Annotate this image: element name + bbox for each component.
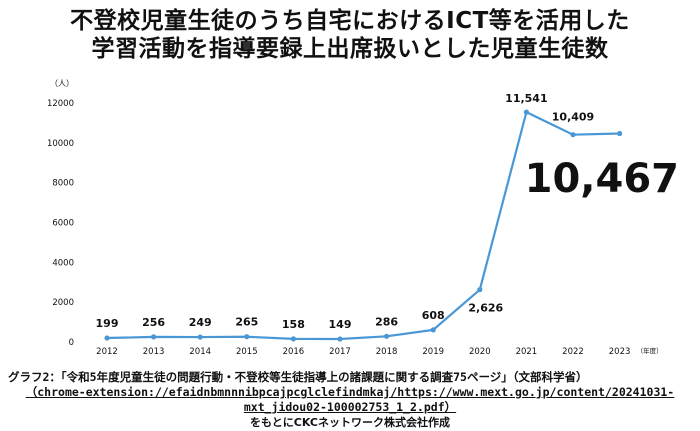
source-credit: をもとにCKCネットワーク株式会社作成 (250, 416, 450, 429)
data-label: 158 (282, 318, 305, 331)
x-tick-label: 2017 (329, 347, 351, 357)
data-point (523, 109, 530, 115)
data-point (570, 132, 576, 138)
source-url-line2[interactable]: mxt_jidou02-100002753_1_2.pdf） (243, 400, 457, 414)
x-axis-unit-label: （年度） (637, 346, 663, 355)
data-point (617, 130, 623, 137)
data-point (104, 335, 110, 341)
y-tick-label: 8000 (52, 179, 74, 189)
y-tick-label: 0 (69, 338, 74, 348)
data-label: 10,409 (552, 111, 594, 124)
x-tick-label: 2013 (143, 347, 165, 357)
data-point (151, 334, 157, 340)
x-tick-label: 2016 (283, 347, 305, 357)
data-point (384, 333, 390, 339)
y-tick-label: 2000 (52, 298, 74, 308)
x-tick-label: 2018 (376, 347, 398, 357)
data-label: 256 (142, 316, 165, 329)
line-chart: （人） 0 2000 4000 6000 8000 10000 12000 2012 2013 20… (47, 79, 679, 357)
data-label: 11,541 (505, 92, 547, 105)
y-axis-unit-label: （人） (50, 79, 74, 88)
data-label: 608 (422, 309, 445, 322)
y-tick-label: 10000 (47, 139, 74, 149)
data-label: 249 (189, 316, 212, 329)
chart-title-line2: 学習活動を指導要録上出席扱いとした児童生徒数 (91, 36, 609, 62)
y-tick-label: 4000 (52, 258, 74, 268)
chart-title-line1: 不登校児童生徒のうち自宅におけるICT等を活用した (70, 8, 630, 34)
data-label: 199 (96, 317, 119, 330)
data-label: 149 (329, 318, 352, 331)
y-tick-label: 6000 (52, 219, 74, 229)
data-point (477, 287, 483, 293)
source-url-line1[interactable]: （chrome-extension://efaidnbmnnnibpcajpcg… (25, 385, 675, 399)
x-tick-label: 2023 (609, 347, 631, 357)
x-tick-label: 2022 (562, 347, 584, 357)
data-point (337, 336, 343, 342)
data-label: 2,626 (468, 302, 503, 315)
data-point (197, 334, 203, 340)
source-note-line1: グラフ2：「令和5年度児童生徒の問題行動・不登校等生徒指導上の諸課題に関する調査… (8, 370, 588, 384)
x-tick-label: 2014 (189, 347, 211, 357)
x-tick-label: 2012 (96, 347, 118, 357)
data-point (430, 327, 436, 333)
data-label: 286 (375, 315, 398, 328)
x-tick-label: 2021 (516, 347, 538, 357)
data-point (290, 336, 296, 342)
data-point (244, 334, 250, 340)
highlight-value: 10,467 (525, 156, 679, 202)
x-tick-label: 2020 (469, 347, 491, 357)
series-line (106, 111, 620, 341)
x-tick-label: 2019 (422, 347, 444, 357)
x-tick-label: 2015 (236, 347, 258, 357)
y-tick-label: 12000 (47, 99, 74, 109)
data-label: 265 (235, 316, 258, 329)
